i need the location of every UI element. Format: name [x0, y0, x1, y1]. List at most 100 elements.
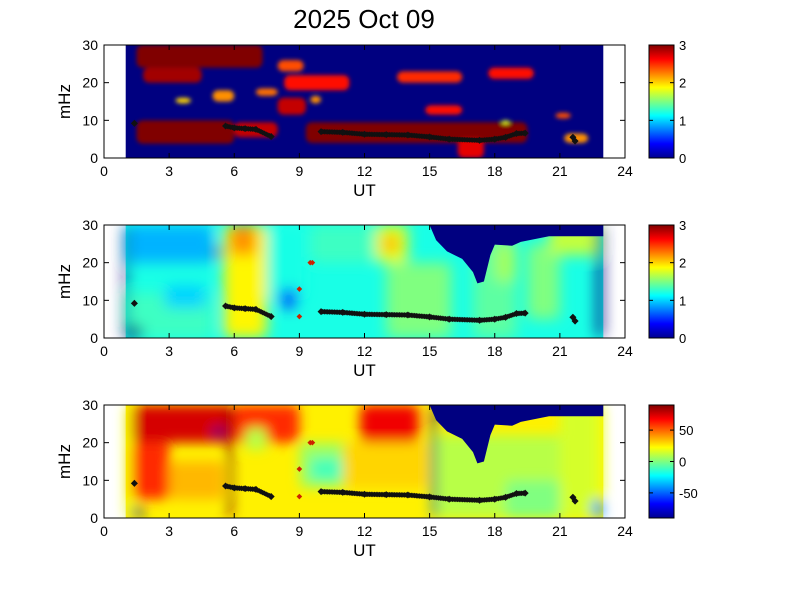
heatmap-region	[277, 60, 304, 72]
x-tick-label: 0	[100, 163, 108, 179]
heatmap-region	[494, 243, 517, 282]
heatmap-region	[255, 88, 278, 96]
ridge-marker	[426, 493, 434, 501]
ridge-marker	[360, 310, 369, 318]
heatmap-region	[505, 480, 560, 518]
heatmap-region	[132, 506, 144, 518]
ridge-marker	[339, 308, 347, 316]
heatmap-region	[381, 236, 400, 252]
heatmap-region	[136, 45, 263, 68]
heatmap-region	[431, 405, 437, 518]
heatmap-field	[123, 225, 604, 338]
colorbar	[648, 404, 675, 519]
ridge-marker	[360, 490, 369, 498]
no-data-region	[429, 225, 604, 284]
heatmap-region	[596, 225, 604, 338]
y-tick-label: 20	[82, 435, 98, 451]
ridge-marker	[502, 133, 510, 141]
ridge-marker	[222, 122, 230, 130]
x-tick-label: 9	[295, 523, 303, 539]
ridge-marker	[317, 128, 325, 136]
ridge-marker	[230, 124, 238, 132]
y-tick-label: 30	[82, 37, 98, 53]
ridge-marker	[339, 488, 347, 496]
ridge-marker	[445, 315, 453, 323]
x-tick-label: 24	[617, 163, 633, 179]
heatmap-field	[125, 45, 604, 158]
x-tick-label: 0	[100, 523, 108, 539]
x-tick-label: 21	[552, 163, 568, 179]
ridge-marker	[267, 132, 275, 141]
ridge-marker	[404, 131, 412, 139]
colorbar-tick-label: 2	[679, 76, 686, 91]
x-tick-label: 0	[100, 343, 108, 359]
ridge-marker	[512, 129, 520, 138]
y-tick-label: 0	[90, 150, 98, 166]
heatmap-region	[342, 442, 430, 488]
ridge-marker	[130, 479, 138, 487]
heatmap-region	[212, 90, 235, 102]
heatmap-region	[164, 285, 207, 308]
ridge-marker	[512, 489, 520, 498]
ridge-marker	[491, 495, 499, 503]
ridge-marker	[521, 129, 529, 137]
x-axis-label: UT	[353, 541, 376, 560]
heatmap-region	[132, 442, 170, 500]
heatmap-region	[266, 225, 306, 301]
heatmap-region	[125, 326, 144, 338]
heatmap-region	[386, 262, 452, 338]
y-tick-label: 20	[82, 75, 98, 91]
colorbar-tick-label: 1	[679, 113, 686, 128]
ridge-marker	[230, 304, 238, 312]
ridge-marker	[571, 497, 579, 505]
ridge-marker	[521, 309, 529, 317]
red-marker	[296, 493, 303, 500]
heatmap-region	[125, 225, 213, 263]
heatmap-region	[136, 120, 235, 144]
red-marker	[309, 259, 316, 266]
x-tick-label: 15	[422, 163, 438, 179]
ridge-marker	[130, 299, 138, 307]
heatmap-region	[488, 67, 534, 79]
heatmap-region	[527, 243, 560, 320]
ridge-marker	[241, 305, 249, 313]
y-tick-label: 30	[82, 217, 98, 233]
colorbar	[648, 224, 675, 339]
x-tick-label: 18	[487, 343, 503, 359]
x-tick-label: 12	[357, 163, 373, 179]
heatmap-region	[212, 247, 224, 258]
ridge-marker	[404, 311, 412, 319]
heatmap-region	[229, 225, 256, 256]
ridge-marker	[382, 311, 390, 319]
heatmap-field	[125, 405, 604, 518]
ridge-marker	[571, 317, 579, 325]
heatmap-region	[555, 112, 571, 119]
y-axis-label: mHz	[55, 264, 74, 299]
heatmap-region	[310, 225, 376, 263]
heatmap-region	[245, 427, 267, 451]
colorbar-tick-label: 0	[679, 331, 686, 346]
ridge-marker	[445, 135, 453, 143]
x-axis-label: UT	[353, 361, 376, 380]
x-tick-label: 9	[295, 163, 303, 179]
x-tick-label: 9	[295, 343, 303, 359]
ridge-marker	[382, 131, 390, 139]
colorbar-tick-label: 0	[679, 455, 686, 470]
x-tick-label: 21	[552, 523, 568, 539]
ridge-marker	[476, 136, 484, 144]
x-tick-label: 18	[487, 523, 503, 539]
y-tick-label: 0	[90, 510, 98, 526]
ridge-marker	[360, 130, 369, 138]
x-tick-label: 3	[165, 523, 173, 539]
x-tick-label: 6	[230, 343, 238, 359]
ridge-marker	[230, 484, 238, 492]
x-tick-label: 6	[230, 523, 238, 539]
ridge-marker	[382, 491, 390, 499]
heatmap-region	[125, 405, 133, 518]
heatmap-region	[559, 405, 604, 518]
panel-bottom: 0 3 6 9 12 15 18 21 24 0 10 20 30 UT mHz 50 0 -50	[55, 397, 698, 560]
ridge-marker	[339, 128, 347, 136]
colorbar-tick-label: 50	[679, 423, 693, 438]
heatmap-region	[305, 122, 528, 143]
